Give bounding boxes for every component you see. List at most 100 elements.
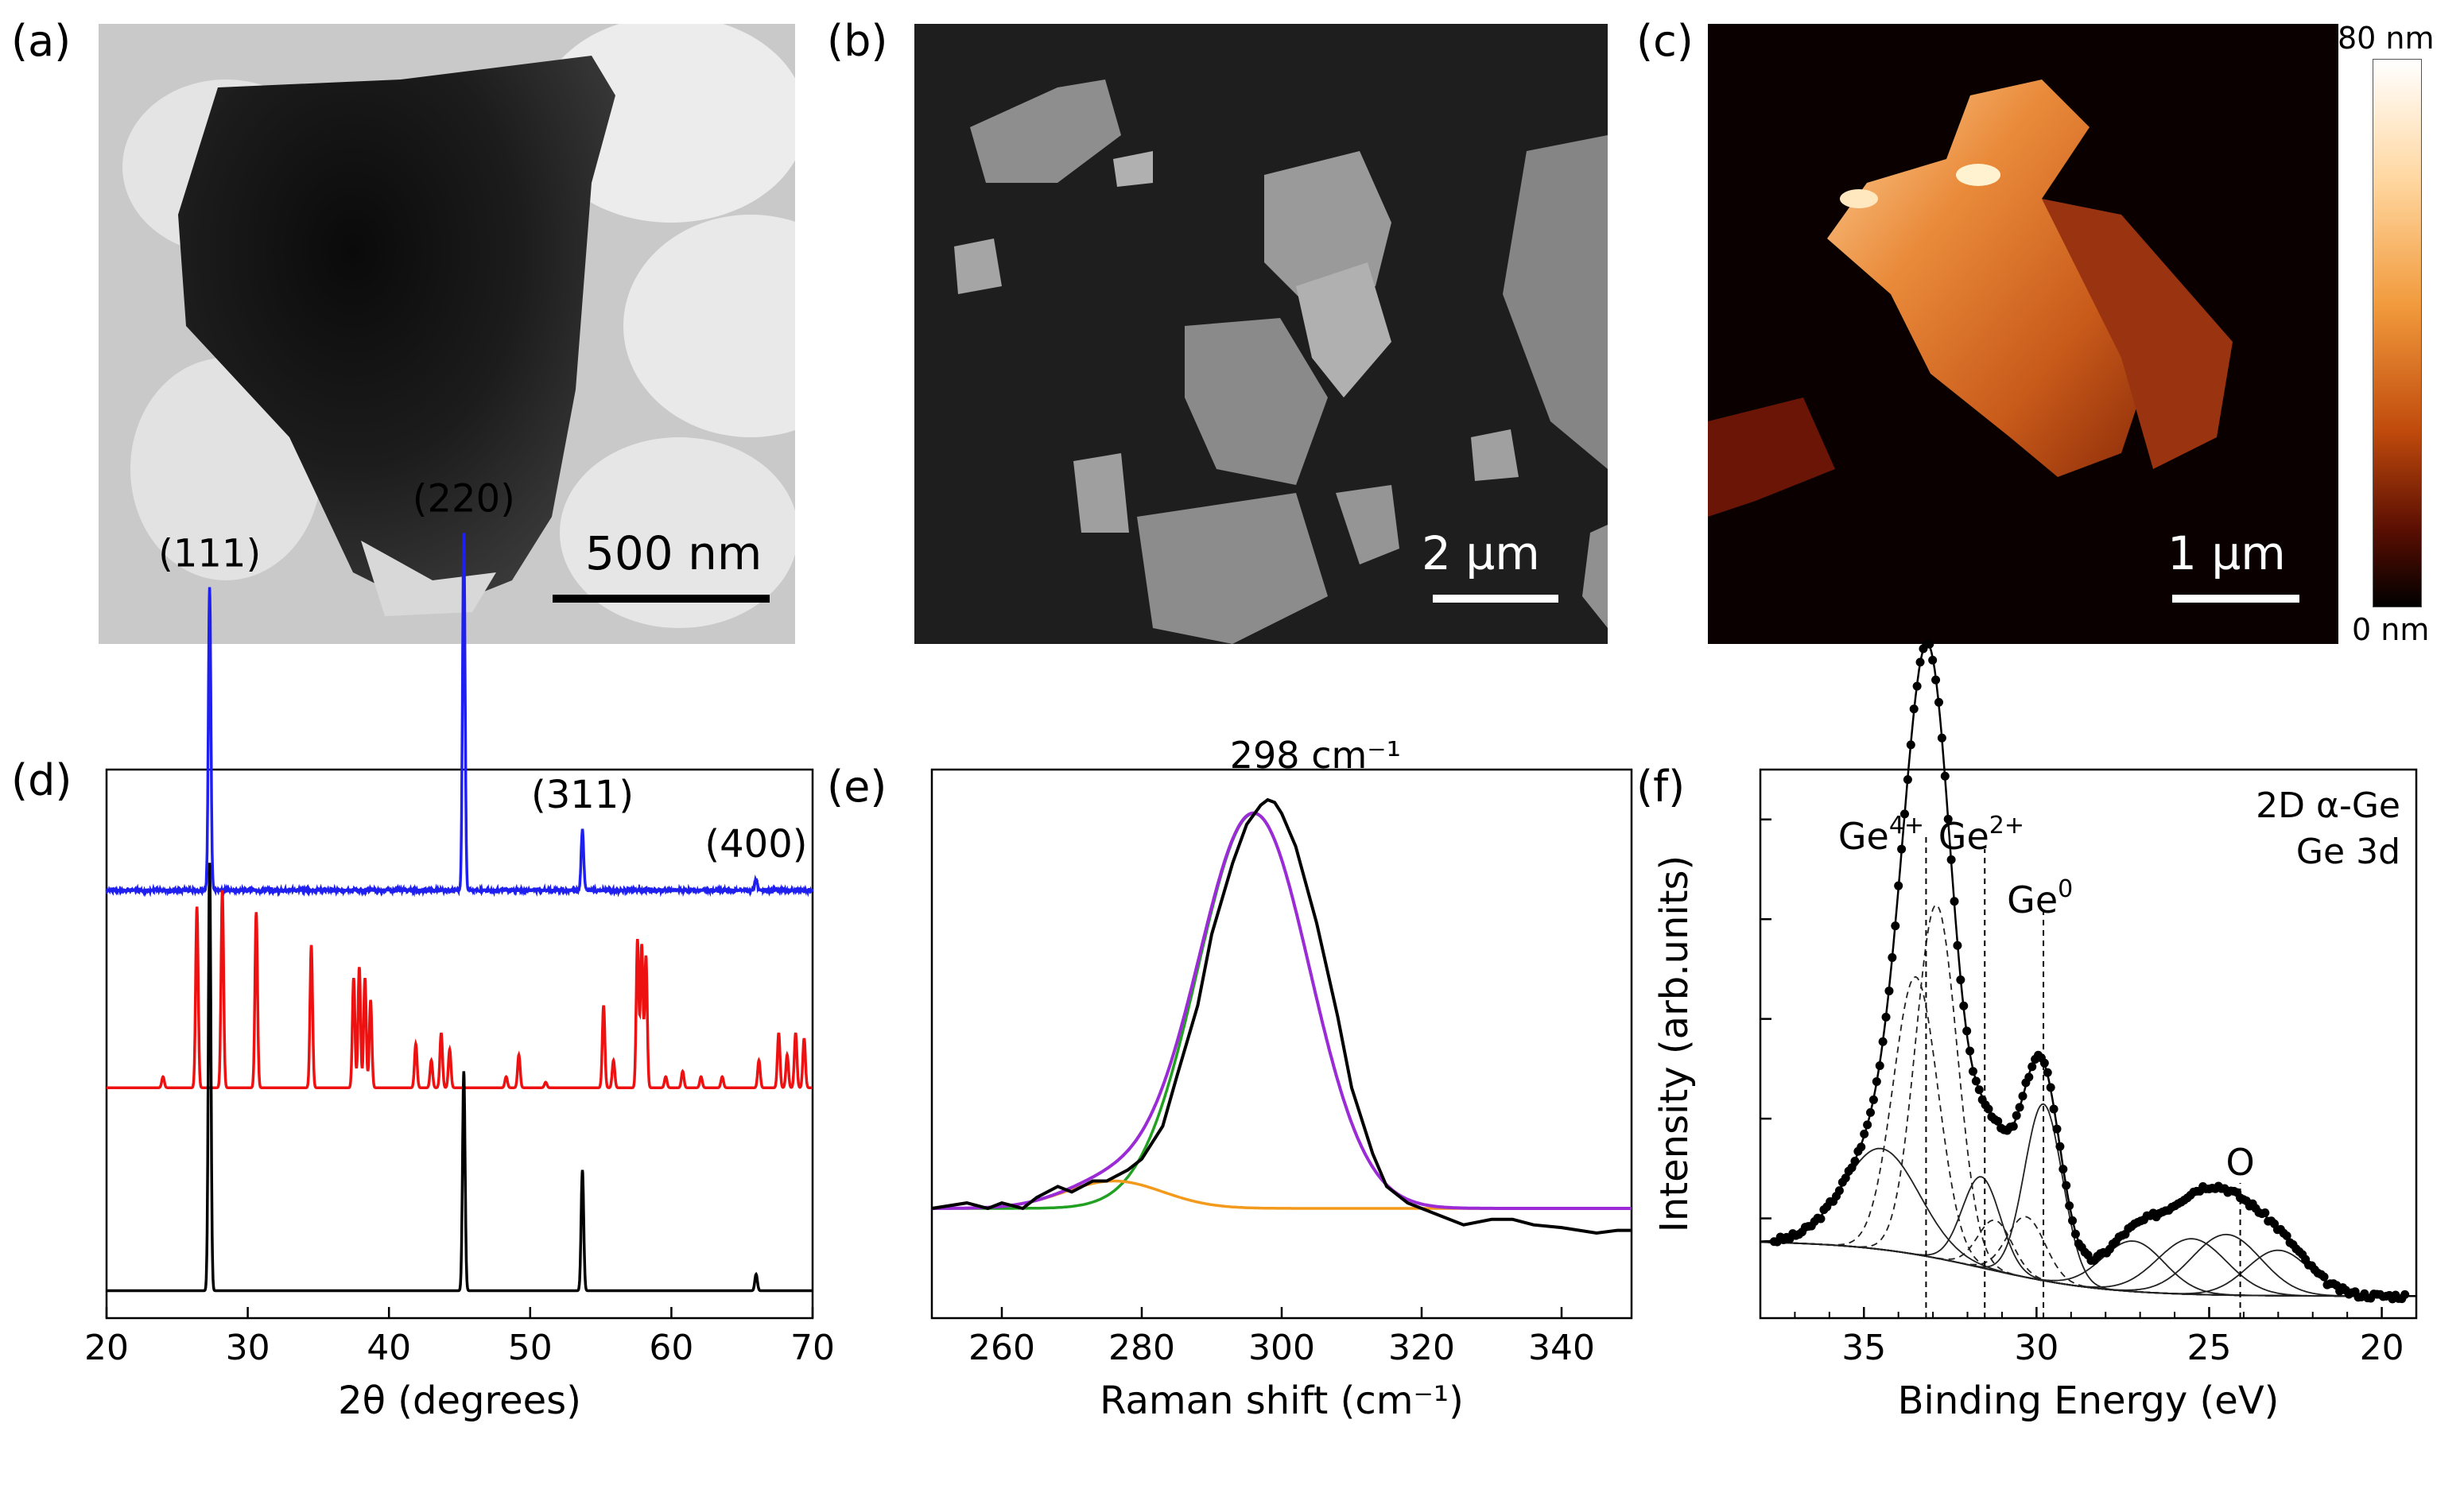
xps-data-point: [1974, 1085, 1984, 1095]
xps-data-point: [1962, 1026, 1972, 1036]
afm-colorbar: [2373, 59, 2422, 607]
xps-peak-label-superscript: 2+: [1989, 812, 2024, 840]
afm-image: [1708, 24, 2338, 644]
xps-data-point: [1866, 1107, 1876, 1117]
x-tick-label: 25: [2187, 1328, 2231, 1368]
xps-data-point: [1959, 1001, 1969, 1010]
xps-data-point: [1841, 1173, 1850, 1183]
xps-data-point: [2059, 1165, 2068, 1174]
x-axis-label: Raman shift (cm⁻¹): [1100, 1379, 1464, 1423]
x-tick-label: 340: [1528, 1328, 1595, 1368]
xrd-series-line: [107, 863, 813, 1293]
x-tick-label: 20: [2360, 1328, 2404, 1368]
xps-component: [1760, 904, 2416, 1297]
xps-data-point: [1875, 1061, 1884, 1071]
xps-data-point: [2039, 1058, 2049, 1068]
xps-envelope: [1760, 642, 2416, 1297]
x-tick-label: 35: [1841, 1328, 1886, 1368]
xps-data-point: [1891, 921, 1900, 931]
x-tick-label: 70: [790, 1328, 835, 1368]
xps-data-point: [1894, 881, 1903, 890]
xps-legend-line1: 2D α-Ge: [2256, 785, 2400, 826]
xps-data-point: [2024, 1072, 2034, 1082]
sem-image-drawing: [914, 24, 1608, 644]
raman-total-fit: [932, 811, 1632, 1210]
plot-frame: [105, 768, 814, 1320]
x-tick-label: 30: [226, 1328, 270, 1368]
xps-data-point: [1953, 940, 1962, 950]
xps-data-point: [1850, 1157, 1860, 1166]
xps-data-point: [2282, 1231, 2291, 1241]
xps-peak-label-superscript: 4+: [1889, 812, 1924, 840]
xps-data-point: [1931, 675, 1941, 685]
x-tick-label: 40: [367, 1328, 411, 1368]
xrd-peak-label: (220): [413, 476, 515, 521]
xrd-peak-label: (111): [158, 531, 261, 576]
xrd-chart: 20 30 40 50 60 70 2θ (degrees) (111) (220) (311) (…: [84, 476, 835, 1423]
xps-data-point: [2012, 1111, 2021, 1120]
x-tick-label: 50: [508, 1328, 553, 1368]
xrd-series-line: [105, 533, 814, 898]
xps-data-point: [1888, 952, 1897, 962]
xps-data-point: [2260, 1208, 2270, 1218]
xps-data-point: [2049, 1104, 2059, 1114]
raman-chart: 260 280 300 320 340 Raman shift (cm⁻¹) 298 cm⁻…: [930, 734, 1633, 1423]
xps-data-point: [1857, 1142, 1866, 1152]
xps-data-point: [1915, 657, 1925, 667]
xps-data-point: [1950, 897, 1959, 906]
xrd-series-line: [107, 890, 813, 1089]
xps-data-point: [1903, 775, 1912, 785]
xrd-peak-label: (400): [704, 822, 807, 867]
xps-data-point: [1984, 1104, 1993, 1114]
panel-label-d: (d): [11, 755, 72, 805]
x-axis-label: Binding Energy (eV): [1898, 1379, 2280, 1423]
colorbar-max-label: 80 nm: [2338, 21, 2435, 56]
xps-data-point: [1928, 655, 1938, 665]
xps-data-point: [2068, 1216, 2078, 1225]
scalebar-b: [1433, 595, 1558, 603]
xps-data-point: [1937, 733, 1946, 743]
xps-data-point: [2062, 1181, 2071, 1190]
xps-data-point: [1847, 1163, 1857, 1173]
xps-data-point: [1897, 844, 1907, 854]
raman-measured-line: [931, 797, 1632, 1235]
panel-label-e: (e): [827, 762, 887, 812]
xps-data-point: [2070, 1229, 2080, 1239]
xps-data-point: [1900, 809, 1909, 819]
scalebar-label-b: 2 µm: [1422, 526, 1540, 580]
xrd-peak-label: (311): [531, 773, 634, 817]
x-tick-label: 260: [968, 1328, 1035, 1368]
panel-label-c: (c): [1636, 16, 1694, 66]
panel-label-b: (b): [827, 16, 888, 66]
xps-data-point: [1816, 1214, 1826, 1224]
raman-shoulder-component: [932, 1179, 1632, 1210]
xps-peak-label: Ge0: [2007, 875, 2073, 921]
raman-peak-label: 298 cm⁻¹: [1230, 734, 1401, 777]
x-tick-label: 300: [1248, 1328, 1315, 1368]
raman-main-component: [932, 812, 1632, 1210]
xps-data-point: [2046, 1083, 2055, 1092]
x-tick-label: 30: [2014, 1328, 2059, 1368]
xps-data-point: [1925, 639, 1934, 649]
xps-data-point: [2055, 1142, 2065, 1151]
scalebar-c: [2172, 595, 2299, 603]
xps-data-point: [2065, 1201, 2074, 1211]
xps-data-point: [2015, 1103, 2024, 1112]
xps-data-point: [1934, 697, 1943, 707]
xps-data-point: [2027, 1062, 2037, 1072]
xps-component: [1760, 975, 2416, 1297]
xps-data-point: [2052, 1124, 2062, 1134]
xps-data-point: [1971, 1076, 1981, 1086]
y-axis-label: Intensity (arb.units): [1652, 855, 1697, 1233]
plot-frame: [930, 768, 1633, 1320]
xps-data-point: [2018, 1092, 2027, 1101]
xps-data-point: [1909, 704, 1919, 714]
xps-peak-label: Ge2+: [1938, 812, 2024, 858]
xps-peak-label: O: [2225, 1141, 2254, 1184]
colorbar-min-label: 0 nm: [2352, 612, 2430, 647]
plot-frame: [1759, 768, 2418, 1320]
xps-data-point: [1863, 1120, 1872, 1130]
x-tick-label: 60: [649, 1328, 693, 1368]
xps-data-point: [1956, 975, 1965, 985]
xps-data-point: [1872, 1076, 1881, 1086]
